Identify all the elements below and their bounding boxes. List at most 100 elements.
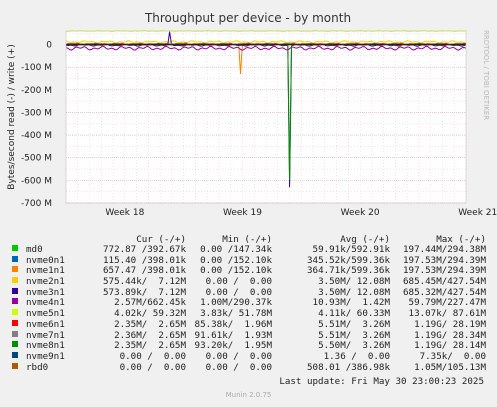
legend-row-nvme7n1: nvme7n1 2.36M/ 2.65M 91.61k/ 1.93M 5.51M/ 3… [12, 329, 492, 342]
legend-max: 1.19G/ 28.19M [414, 318, 486, 330]
legend-row-nvme8n1: nvme8n1 2.35M/ 2.65M 93.20k/ 1.95M 5.50M/ 3… [12, 340, 492, 352]
legend-name: nvme0n1 [26, 254, 65, 266]
legend-swatch [12, 277, 18, 284]
legend-max: 685.45M/427.54M [403, 276, 486, 288]
legend-max: 13.07k/ 87.61M [408, 308, 486, 320]
legend-min: 85.38k/ 1.96M [194, 318, 272, 330]
legend-rows: md0 772.87 /392.67k 0.00 /147.34k 59.91k/59… [12, 244, 492, 374]
legend-swatch [12, 298, 18, 305]
legend-cur: 2.36M/ 2.65M [114, 329, 186, 341]
series-nvme2n1 [65, 40, 467, 44]
legend-cur: 575.44k/ 7.12M [103, 276, 186, 288]
legend-min: 0.00 / 0.00 [205, 361, 272, 373]
legend-avg: 3.50M/ 12.08M [318, 276, 390, 288]
legend: Cur (-/+) Min (-/+) Avg (-/+) Max (-/+) … [12, 234, 492, 373]
legend-swatch [12, 309, 18, 316]
plot-border [65, 30, 467, 204]
legend-swatch [12, 255, 18, 262]
legend-min: 1.00M/290.37k [200, 297, 272, 309]
legend-cur: 115.40 /398.01k [103, 254, 186, 266]
legend-min: 93.20k/ 1.95M [194, 340, 272, 352]
legend-row-nvme9n1: nvme9n1 0.00 / 0.00 0.00 / 0.00 1.36 / 0.00… [12, 350, 492, 363]
legend-row-nvme4n1: nvme4n1 2.57M/662.45k 1.00M/290.37k 10.93M/… [12, 298, 492, 309]
y-tick-label: -400 M [21, 131, 52, 141]
legend-swatch [12, 245, 18, 251]
x-tick-label: Week 20 [341, 208, 380, 218]
legend-name: nvme6n1 [26, 318, 65, 330]
legend-avg: 10.93M/ 1.42M [312, 297, 390, 309]
legend-avg: 508.01 /386.98k [307, 361, 390, 373]
legend-avg: 59.91k/592.91k [312, 244, 390, 255]
legend-cur: 2.35M/ 2.65M [114, 340, 186, 352]
legend-max: 59.79M/227.47M [408, 297, 486, 309]
legend-name: md0 [26, 244, 43, 255]
legend-avg: 5.50M/ 3.26M [318, 340, 390, 352]
legend-row-rbd0: rbd0 0.00 / 0.00 0.00 / 0.00 508.01 /386.98… [12, 361, 492, 374]
x-tick-labels: Week 18 Week 19 Week 20 Week 21 [105, 208, 497, 218]
y-tick-label: -100 M [21, 63, 52, 73]
legend-swatch [12, 351, 18, 358]
chart-title: Throughput per device - by month [144, 11, 351, 25]
legend-header-min: Min (-/+) [222, 234, 272, 245]
legend-cur: 772.87 /392.67k [103, 244, 186, 255]
legend-cur: 0.00 / 0.00 [119, 361, 186, 373]
legend-max: 7.35k/ 0.00 [419, 350, 486, 362]
legend-header-max: Max (-/+) [436, 234, 486, 245]
legend-max: 1.19G/ 28.34M [414, 329, 486, 341]
legend-name: nvme8n1 [26, 340, 65, 352]
throughput-chart: Throughput per device - by month RRDTOOL… [7, 11, 497, 218]
legend-swatch [12, 319, 18, 326]
legend-min: 0.00 / 0.00 [205, 286, 272, 298]
legend-header-avg: Avg (-/+) [340, 234, 390, 245]
legend-cur: 0.00 / 0.00 [119, 350, 186, 362]
legend-name: rbd0 [26, 361, 49, 373]
munin-version: Munin 2.0.75 [225, 391, 272, 399]
legend-row-nvme2n1: nvme2n1 575.44k/ 7.12M 0.00 / 0.00 3.50M/ 1… [12, 276, 492, 288]
legend-swatch [12, 341, 18, 348]
legend-min: 91.61k/ 1.93M [194, 329, 272, 341]
legend-name: nvme9n1 [26, 350, 65, 362]
legend-avg: 5.51M/ 3.26M [318, 318, 390, 330]
legend-max: 685.32M/427.54M [403, 286, 486, 298]
legend-name: nvme1n1 [26, 265, 65, 277]
legend-max: 197.53M/294.39M [403, 265, 486, 277]
y-axis-label: Bytes/second read (-) / write (+) [7, 44, 17, 189]
x-tick-label: Week 18 [105, 208, 144, 218]
y-tick-label: -700 M [21, 199, 52, 209]
y-tick-label: -200 M [21, 86, 52, 96]
legend-name: nvme3n1 [26, 286, 65, 298]
legend-cur: 573.89k/ 7.12M [103, 286, 186, 298]
legend-max: 197.44M/294.38M [403, 244, 486, 255]
legend-row-nvme1n1: nvme1n1 657.47 /398.01k 0.00 /152.10k 364.7… [12, 266, 492, 277]
legend-swatch [12, 287, 18, 294]
legend-header: Cur (-/+) Min (-/+) Avg (-/+) Max (-/+) [12, 234, 492, 245]
legend-avg: 364.71k/599.36k [307, 265, 390, 277]
rrdtool-watermark: RRDTOOL / TOBI OETIKER [482, 30, 490, 120]
legend-cur: 2.57M/662.45k [114, 297, 186, 309]
legend-row-nvme6n1: nvme6n1 2.35M/ 2.65M 85.38k/ 1.96M 5.51M/ 3… [12, 318, 492, 331]
legend-max: 197.53M/294.39M [403, 254, 486, 266]
legend-cur: 4.02k/ 59.32M [114, 308, 186, 320]
legend-avg: 345.52k/599.36k [307, 254, 390, 266]
legend-cur: 657.47 /398.01k [103, 265, 186, 277]
y-tick-label: 0 [46, 41, 52, 51]
legend-min: 0.00 /147.34k [200, 244, 272, 255]
legend-swatch [12, 362, 18, 369]
legend-avg: 3.50M/ 12.08M [318, 286, 390, 298]
plot-area [66, 31, 466, 203]
legend-header-cur: Cur (-/+) [136, 234, 186, 245]
y-tick-label: -600 M [21, 176, 52, 186]
y-tick-label: -500 M [21, 154, 52, 164]
legend-name: nvme7n1 [26, 329, 65, 341]
legend-cur: 2.35M/ 2.65M [114, 318, 186, 330]
legend-row-nvme0n1: nvme0n1 115.40 /398.01k 0.00 /152.10k 345.5… [12, 254, 492, 267]
legend-max: 1.19G/ 28.14M [414, 340, 486, 352]
legend-min: 0.00 / 0.00 [205, 350, 272, 362]
legend-min: 3.83k/ 51.78M [200, 308, 272, 320]
legend-max: 1.05M/105.13M [414, 361, 486, 373]
legend-min: 0.00 /152.10k [200, 254, 272, 266]
legend-min: 0.00 / 0.00 [205, 276, 272, 288]
legend-avg: 1.36 / 0.00 [323, 350, 390, 362]
legend-avg: 5.51M/ 3.26M [318, 329, 390, 341]
legend-avg: 4.11k/ 60.33M [318, 308, 390, 320]
